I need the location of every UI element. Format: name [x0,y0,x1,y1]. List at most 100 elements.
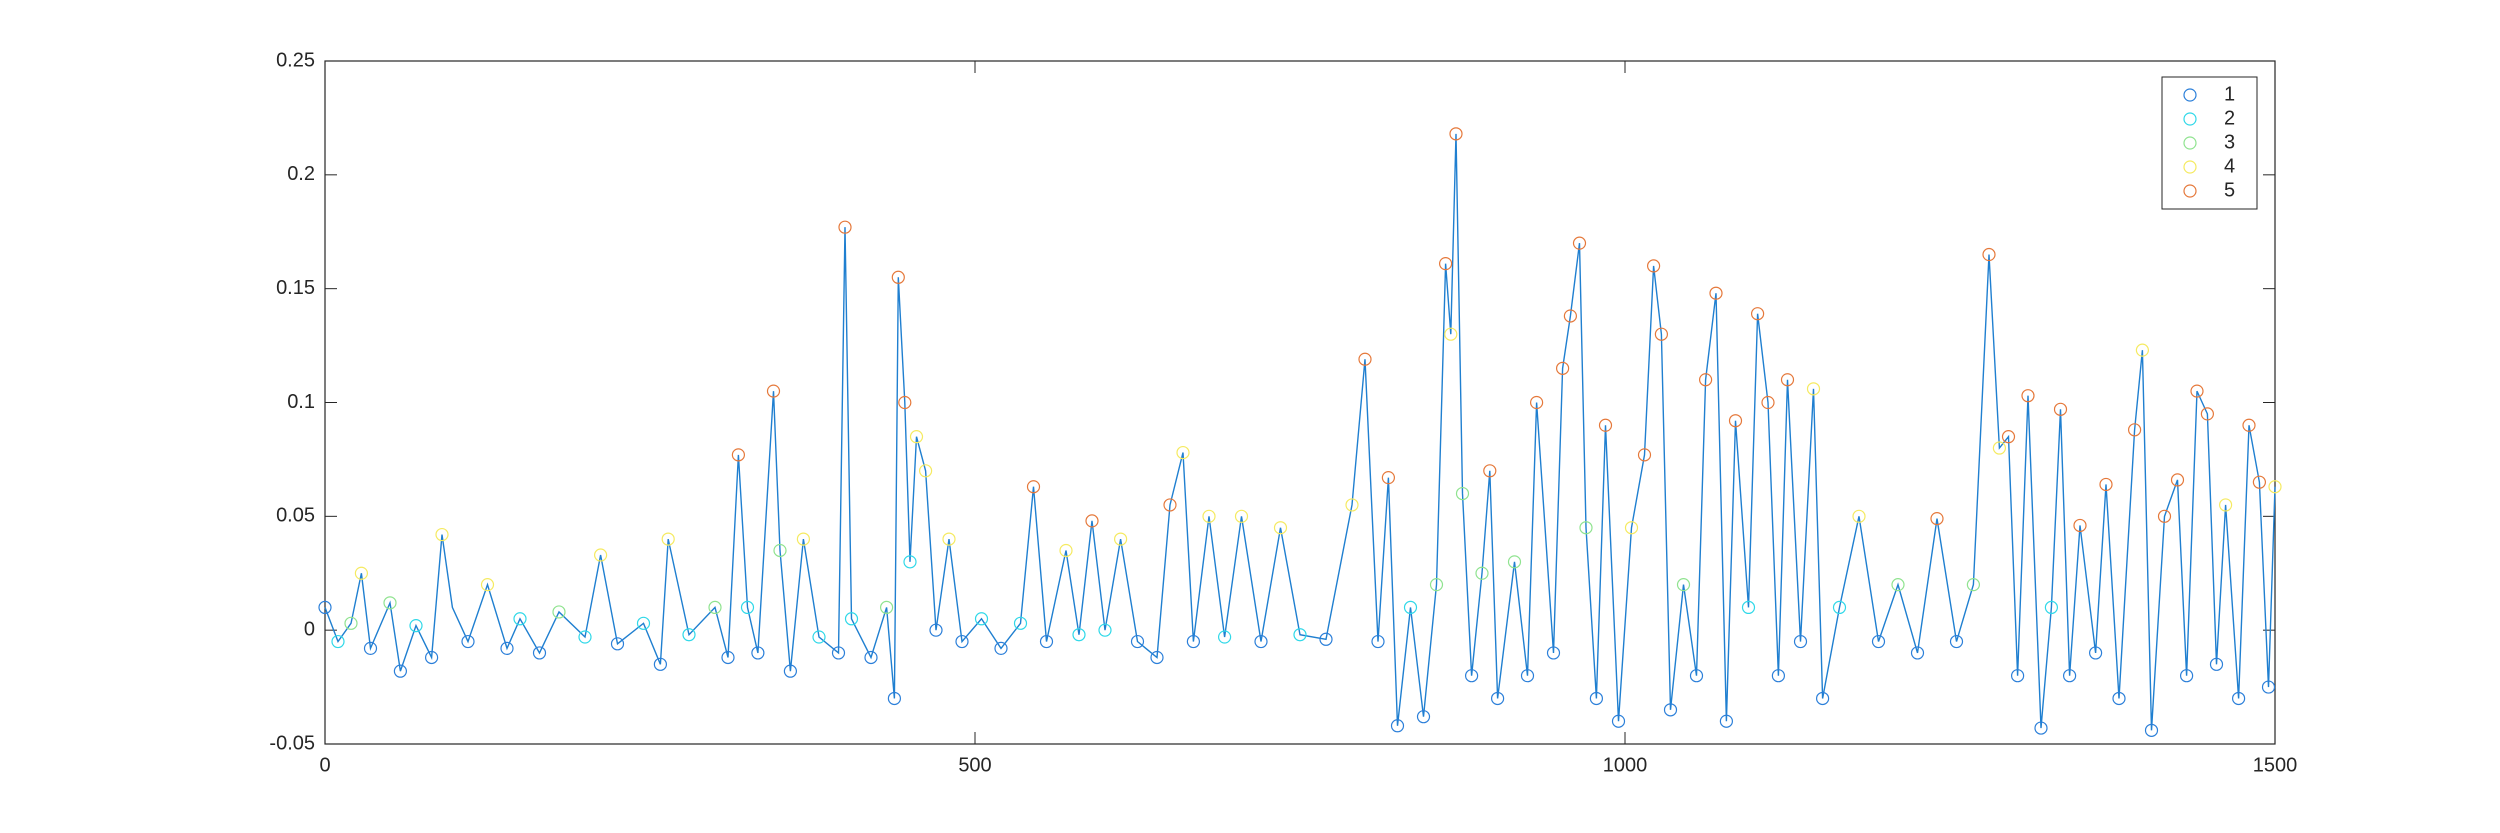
data-marker [393,664,407,678]
data-marker [593,548,608,562]
data-marker [879,600,894,615]
data-marker [887,691,902,706]
data-marker [1676,578,1691,592]
data-marker [2112,691,2126,706]
data-marker [425,650,439,665]
data-marker [461,634,475,649]
data-marker [838,220,852,234]
data-marker [1013,616,1028,630]
data-marker [2135,343,2149,357]
legend-marker [2183,112,2197,126]
data-marker [1444,327,1458,341]
data-marker [1483,464,1497,478]
data-marker [636,616,651,630]
data-marker [1371,634,1385,649]
data-marker [2053,402,2068,416]
data-marker [578,630,592,644]
legend-label: 1 [2224,83,2235,105]
legend-label: 2 [2224,107,2235,129]
data-marker [1217,630,1232,644]
data-marker [740,600,755,615]
data-marker [1234,509,1249,523]
data-marker [955,634,969,649]
data-marker [1464,669,1479,683]
data-marker [1039,634,1054,649]
data-marker [1871,634,1886,649]
data-marker [1992,441,2007,455]
data-marker [435,527,449,542]
data-marker [844,612,859,626]
data-marker [708,600,722,615]
data-marker [2209,657,2224,671]
data-line [324,133,2276,731]
data-marker [480,578,495,592]
x-tick-label: 1000 [1603,754,1648,776]
data-marker [1852,509,1866,523]
data-marker [918,464,933,478]
data-marker [1891,578,1905,592]
y-tick-label: 0.2 [287,163,315,185]
data-marker [1579,521,1593,535]
data-marker [1663,703,1678,717]
data-marker [1059,543,1073,558]
data-marker [610,637,625,651]
data-marker [2252,475,2266,489]
data-marker [1698,373,1713,387]
data-marker [1319,632,1333,646]
x-tick-label: 500 [958,754,991,776]
y-tick-label: 0.05 [276,505,315,527]
data-marker [1815,691,1830,706]
data-marker [1646,259,1661,273]
y-tick-label: 0 [304,618,315,640]
data-marker [500,641,514,655]
data-marker [1709,286,1723,300]
data-marker [1186,634,1201,649]
data-marker [812,630,826,644]
data-marker [532,646,547,660]
data-marker [1345,498,1359,512]
data-marker [1966,578,1981,592]
data-marker [1637,448,1652,462]
legend-marker [2183,184,2197,198]
data-marker [1832,600,1847,615]
y-tick-label: 0.15 [276,277,315,299]
data-marker [1771,669,1786,683]
data-marker [1150,650,1164,665]
data-marker [2157,509,2172,523]
data-marker [1750,307,1765,321]
data-marker [1719,714,1734,728]
legend-marker [2183,136,2197,150]
data-marker [1546,646,1561,660]
x-tick-label: 0 [319,754,330,776]
data-marker [721,650,735,665]
data-marker [994,641,1008,655]
data-marker [682,628,696,642]
plot-area [324,60,2276,745]
data-marker [2219,498,2233,512]
y-tick-label: -0.05 [269,732,315,754]
data-marker [909,430,924,444]
data-marker [1780,373,1795,387]
data-marker [1163,498,1177,512]
data-marker [903,555,917,569]
data-marker [1910,646,1925,660]
data-marker [864,650,878,665]
data-marker [731,448,746,462]
data-marker [2268,480,2282,494]
data-marker [383,596,397,610]
data-marker [2190,384,2204,398]
legend-label: 3 [2224,131,2235,153]
data-marker [1598,418,1613,432]
data-marker [1982,247,1996,262]
data-marker [2200,407,2214,421]
data-marker [1403,600,1418,615]
data-marker [2089,646,2103,660]
data-marker [1438,257,1453,271]
data-marker [318,600,332,615]
data-marker [354,566,368,580]
data-marker [1113,532,1128,546]
data-marker [1611,714,1626,728]
data-marker [974,612,989,626]
data-marker [1098,623,1112,637]
